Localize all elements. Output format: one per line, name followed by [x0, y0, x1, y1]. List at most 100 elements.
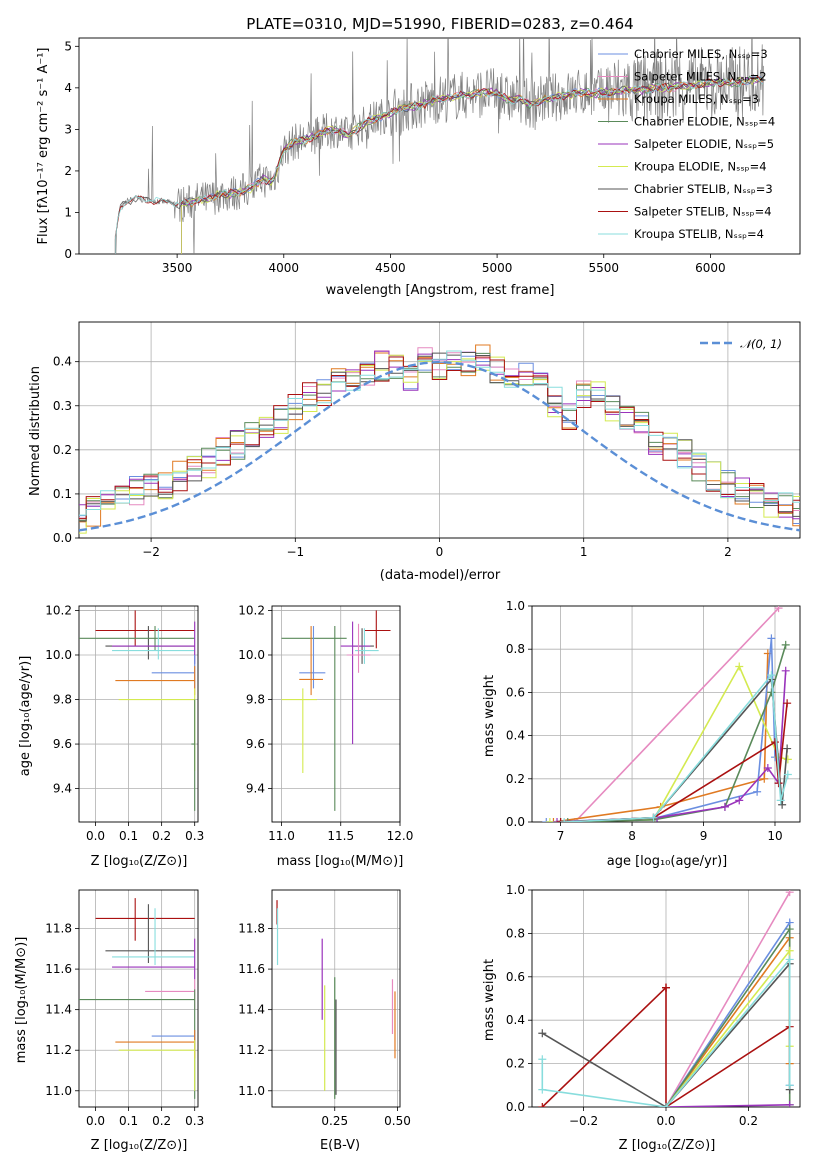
weight-marker-chabrier_elodie	[563, 818, 572, 822]
weight-vs-age-panel: 7 8 9 10 0.0 0.2 0.4 0.6 0.8 1.0	[506, 599, 801, 843]
model-spectrum-kroupa_stelib	[114, 74, 764, 254]
x-tick-label: 0.3	[185, 1114, 204, 1128]
age-z-ylabel: age [log₁₀(age/yr)]	[18, 656, 33, 777]
mass-z-xlabel: Z [log₁₀(Z/Z⊙)]	[91, 1138, 188, 1153]
weight-marker-kroupa_stelib	[767, 671, 776, 680]
axes-frame	[78, 605, 199, 823]
x-tick-label: 11.5	[327, 829, 354, 843]
y-tick-label: 0.8	[506, 642, 525, 656]
age-mass-xlabel: mass [log₁₀(M/M⊙)]	[277, 854, 404, 869]
weight-marker-chabrier_elodie	[767, 688, 776, 697]
x-tick-label: 1	[580, 545, 588, 559]
plot-area	[276, 900, 396, 1099]
x-tick-label: 0.50	[384, 1114, 411, 1128]
y-tick-label: 0.0	[506, 1100, 525, 1114]
legend-label-normal: 𝒩(0, 1)	[740, 337, 782, 351]
weight-marker-kroupa_stelib	[776, 796, 785, 805]
weight-marker-salpeter_elodie	[720, 802, 729, 811]
y-tick-label: 0.1	[53, 487, 72, 501]
y-tick-label: 11.0	[238, 1084, 265, 1098]
x-tick-label: 9	[700, 829, 708, 843]
histogram-kroupa_stelib	[79, 350, 800, 516]
y-tick-label: 0.2	[506, 772, 525, 786]
weight-line-salpeter_miles	[574, 607, 780, 822]
y-tick-label: 11.2	[45, 1043, 72, 1057]
histogram-chabrier_elodie	[79, 352, 800, 521]
weight-marker-salpeter_elodie	[553, 818, 562, 822]
plot-area	[79, 898, 196, 1099]
histogram-chabrier_stelib	[79, 352, 800, 522]
y-tick-label: 0.4	[506, 1013, 525, 1027]
x-tick-label: 0.0	[86, 829, 105, 843]
y-tick-label: 0.8	[506, 926, 525, 940]
age-z-xlabel: Z [log₁₀(Z/Z⊙)]	[91, 854, 188, 869]
weight-marker-salpeter_elodie	[735, 796, 744, 805]
legend-label-salpeter_elodie: Salpeter ELODIE, Nₛₛₚ=5	[634, 137, 774, 151]
plot-area	[538, 890, 794, 1107]
y-tick-label: 2	[64, 164, 72, 178]
weight-marker-salpeter_stelib	[662, 983, 670, 992]
weight-line-salpeter_stelib	[541, 987, 667, 1107]
plot-area	[79, 610, 196, 811]
y-tick-label: 10.2	[238, 603, 265, 617]
y-tick-label: 11.4	[238, 1003, 265, 1017]
histogram-salpeter_miles	[79, 347, 800, 519]
y-tick-label: 0.4	[53, 355, 72, 369]
x-tick-label: 0.2	[152, 1114, 171, 1128]
weight-marker-chabrier_elodie	[781, 640, 790, 649]
mass-vs-ebv-panel: 0.25 0.50 11.0 11.2 11.4 11.6 11.8	[238, 889, 411, 1128]
x-tick-label: 0.25	[321, 1114, 348, 1128]
y-tick-label: 1	[64, 205, 72, 219]
spectrum-title: PLATE=0310, MJD=51990, FIBERID=0283, z=0…	[246, 15, 633, 33]
y-tick-label: 11.4	[45, 1003, 72, 1017]
y-tick-label: 0.3	[53, 399, 72, 413]
y-tick-label: 0.2	[506, 1057, 525, 1071]
x-tick-label: −2	[142, 545, 160, 559]
observed-spectrum-line	[115, 38, 764, 254]
x-tick-label: 7	[557, 829, 565, 843]
x-tick-label: −1	[286, 545, 304, 559]
y-tick-label: 9.8	[246, 693, 265, 707]
y-tick-label: 4	[64, 81, 72, 95]
weight-marker-kroupa_elodie	[785, 946, 794, 955]
x-tick-label: 6000	[695, 261, 726, 275]
y-tick-label: 11.2	[238, 1043, 265, 1057]
y-tick-label: 9.6	[53, 737, 72, 751]
weight-line-salpeter_elodie	[665, 1104, 790, 1107]
weight-marker-kroupa_stelib	[785, 955, 794, 964]
normal-distribution-curve	[79, 360, 800, 532]
model-spectrum-salpeter_stelib	[114, 76, 763, 254]
spectrum-ylabel: Flux [fλ10⁻¹⁷ erg cm⁻² s⁻¹ A⁻¹]	[36, 48, 51, 245]
weight-line-chabrier_elodie	[665, 926, 791, 1107]
legend-label-chabrier_stelib: Chabrier STELIB, Nₛₛₚ=3	[634, 182, 773, 196]
x-tick-label: 0.2	[739, 1114, 758, 1128]
y-tick-label: 11.8	[45, 922, 72, 936]
residual-histogram-panel: −2 −1 0 1 2 0.0 0.1 0.2 0.3 0.4 𝒩(0, 1)	[53, 321, 801, 559]
weight-marker-salpeter_elodie	[763, 764, 772, 772]
weight-marker-kroupa_elodie	[545, 818, 554, 822]
y-tick-label: 11.6	[238, 962, 265, 976]
weight-vs-metallicity-panel: −0.2 0.0 0.2 0.0 0.2 0.4 0.6 0.8 1.0	[506, 883, 801, 1128]
weight-line-kroupa_elodie	[665, 948, 791, 1107]
y-tick-label: 5	[64, 39, 72, 53]
plot-area	[79, 344, 800, 534]
weight-line-kroupa_stelib	[541, 957, 791, 1107]
residual-xlabel: (data-model)/error	[380, 568, 501, 583]
y-tick-label: 0.6	[506, 685, 525, 699]
weight-marker-kroupa_stelib	[662, 1103, 670, 1107]
x-tick-label: 2	[724, 545, 732, 559]
histogram-salpeter_stelib	[79, 356, 800, 520]
weight-marker-chabrier_stelib	[783, 744, 792, 753]
axes-frame	[78, 889, 199, 1108]
histogram-salpeter_elodie	[79, 350, 800, 520]
y-tick-label: 0.0	[506, 815, 525, 829]
legend-label-kroupa_elodie: Kroupa ELODIE, Nₛₛₚ=4	[634, 160, 767, 174]
spectrum-xlabel: wavelength [Angstrom, rest frame]	[326, 283, 555, 298]
weight-marker-kroupa_elodie	[783, 755, 792, 764]
y-tick-label: 1.0	[506, 599, 525, 613]
y-tick-label: 0.0	[53, 531, 72, 545]
x-tick-label: −0.2	[569, 1114, 598, 1128]
weight-age-ylabel: mass weight	[482, 675, 497, 757]
x-tick-label: 3500	[162, 261, 193, 275]
